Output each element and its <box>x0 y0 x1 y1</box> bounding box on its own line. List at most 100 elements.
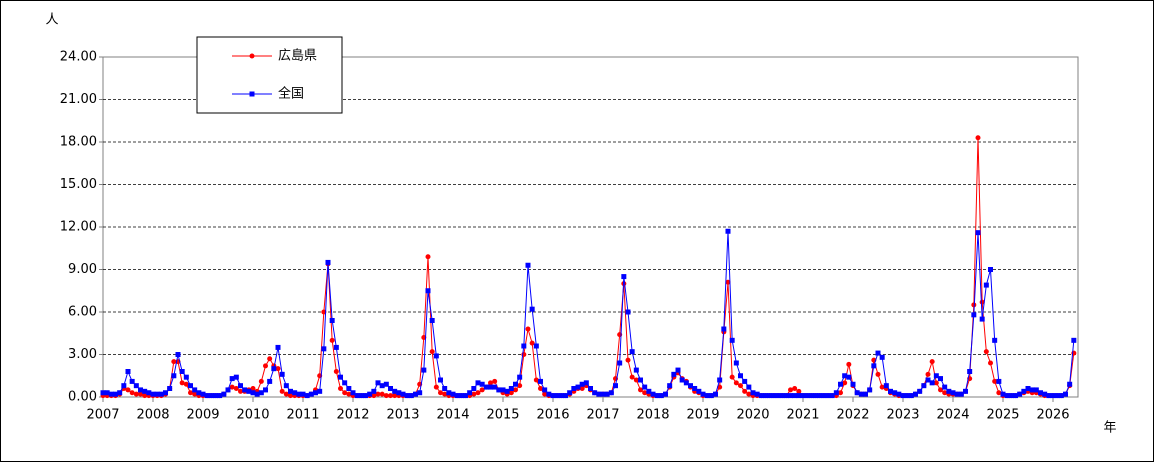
y-tick-label: 21.00 <box>60 92 97 107</box>
point <box>296 391 302 397</box>
point <box>988 360 993 366</box>
point <box>138 391 143 397</box>
point <box>475 380 481 386</box>
point <box>488 380 493 386</box>
point <box>192 391 198 397</box>
point <box>413 391 418 397</box>
point <box>800 393 806 399</box>
point <box>500 387 506 393</box>
point <box>563 393 568 399</box>
point <box>171 373 177 379</box>
point <box>604 391 610 397</box>
point <box>308 391 314 397</box>
point <box>213 393 218 399</box>
point <box>913 391 918 397</box>
point <box>425 254 431 260</box>
point <box>683 380 689 386</box>
point <box>633 367 639 373</box>
point <box>250 390 256 396</box>
x-tick-label: 2011 <box>286 408 319 423</box>
point <box>333 369 339 374</box>
point <box>154 391 160 397</box>
point <box>796 393 802 399</box>
point <box>329 337 335 343</box>
point <box>567 390 573 396</box>
point <box>975 230 981 236</box>
point <box>925 371 931 377</box>
point <box>254 391 260 397</box>
point <box>342 380 348 386</box>
point <box>192 387 198 393</box>
point <box>167 386 173 391</box>
point <box>625 309 631 315</box>
x-tick-label: 2022 <box>836 408 869 423</box>
point <box>388 386 393 391</box>
point <box>788 387 793 393</box>
point <box>100 390 106 396</box>
point <box>196 390 202 396</box>
point <box>992 337 998 343</box>
point <box>721 326 727 332</box>
point <box>338 386 343 391</box>
point <box>133 383 139 389</box>
point <box>821 393 827 399</box>
point <box>229 384 235 390</box>
point <box>571 386 577 391</box>
point <box>538 378 543 384</box>
x-tick-label: 2019 <box>686 408 719 423</box>
point <box>608 390 614 396</box>
point <box>933 380 939 386</box>
point <box>283 383 289 389</box>
point <box>425 288 431 294</box>
x-tick-label: 2013 <box>386 408 419 423</box>
x-tick-label: 2017 <box>586 408 619 423</box>
point <box>754 391 760 397</box>
point <box>263 387 268 393</box>
point <box>183 381 189 387</box>
point <box>158 391 164 397</box>
x-tick-label: 2010 <box>236 408 269 423</box>
point <box>383 393 389 399</box>
point <box>725 228 731 234</box>
point <box>429 349 435 355</box>
point <box>675 367 681 373</box>
point <box>350 390 356 396</box>
point <box>533 377 539 383</box>
point <box>879 384 885 390</box>
point <box>967 369 973 374</box>
point <box>258 390 264 396</box>
point <box>121 383 127 389</box>
point <box>1004 393 1010 399</box>
point <box>829 393 835 399</box>
point <box>200 391 206 397</box>
point <box>1071 337 1077 343</box>
point <box>271 366 277 372</box>
point <box>629 374 635 380</box>
x-tick-label: 2016 <box>536 408 569 423</box>
point <box>279 388 285 394</box>
point <box>533 343 539 349</box>
point <box>379 391 385 397</box>
point <box>263 363 268 369</box>
point <box>150 391 156 397</box>
point <box>950 390 956 396</box>
point <box>267 356 273 362</box>
y-tick-label: 3.00 <box>68 347 97 362</box>
point <box>892 390 898 396</box>
point <box>742 378 748 384</box>
point <box>504 388 510 394</box>
point <box>583 380 589 386</box>
point <box>1029 387 1035 393</box>
point <box>850 381 856 387</box>
point <box>479 381 485 387</box>
point <box>779 393 785 399</box>
point <box>163 390 168 396</box>
point <box>279 371 285 377</box>
x-tick-label: 2014 <box>436 408 469 423</box>
point <box>1067 381 1073 387</box>
point <box>958 391 964 397</box>
point <box>275 366 281 372</box>
point <box>225 387 231 393</box>
point <box>575 384 581 390</box>
